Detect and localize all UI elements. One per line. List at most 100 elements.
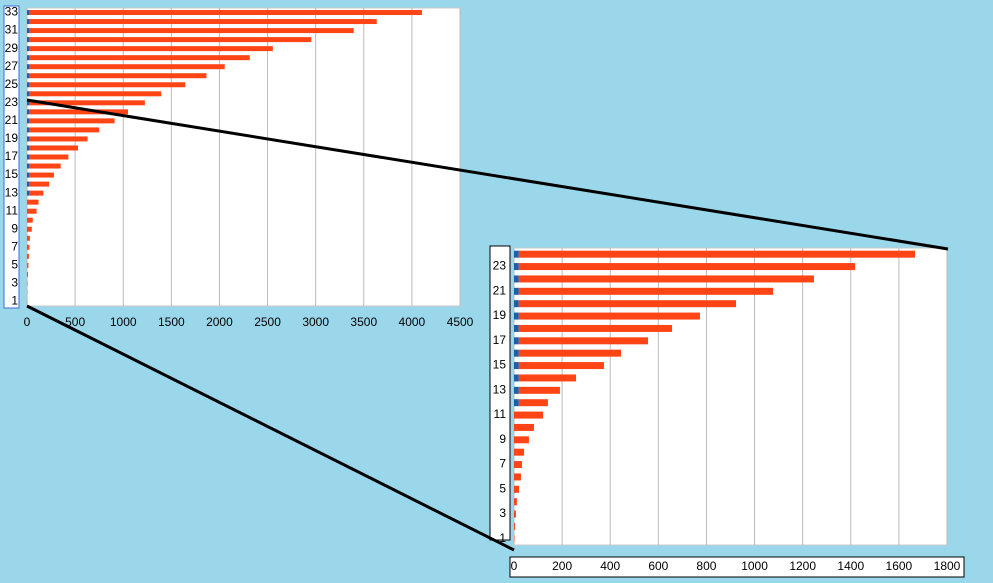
y-tick-label: 15 <box>5 167 19 181</box>
bar-segment <box>27 271 28 277</box>
x-tick-label: 0 <box>24 315 31 329</box>
bar-segment <box>29 154 69 160</box>
bar-segment <box>27 100 30 106</box>
x-tick-label: 1200 <box>789 559 816 573</box>
bar-segment <box>514 337 519 345</box>
y-tick-label: 3 <box>499 506 506 520</box>
bar-segment <box>29 145 78 151</box>
bar-segment <box>27 190 30 196</box>
bar-segment <box>29 190 44 196</box>
x-tick-label: 1500 <box>158 315 185 329</box>
bar-segment <box>29 19 377 25</box>
bar-segment <box>518 349 622 357</box>
y-tick-label: 31 <box>5 23 19 37</box>
bar-segment <box>27 37 30 43</box>
bar-segment <box>27 262 29 268</box>
bar-segment <box>514 522 515 530</box>
x-tick-label: 1800 <box>934 559 961 573</box>
bar-segment <box>27 217 33 223</box>
x-tick-label: 2000 <box>206 315 233 329</box>
bar-segment <box>27 10 30 16</box>
bar-segment <box>514 423 534 431</box>
bar-segment <box>27 55 30 61</box>
bar-segment <box>27 235 30 241</box>
bar-segment <box>27 163 30 169</box>
y-tick-label: 19 <box>5 131 19 145</box>
x-tick-label: 0 <box>511 559 518 573</box>
y-tick-label: 25 <box>5 77 19 91</box>
bar-segment <box>29 163 61 169</box>
bar-segment <box>514 324 519 332</box>
bar-segment <box>27 82 30 88</box>
bar-segment <box>29 127 100 133</box>
bar-segment <box>514 362 519 370</box>
bar-segment <box>27 19 30 25</box>
bar-segment <box>514 312 519 320</box>
bar-segment <box>514 263 519 271</box>
y-tick-label: 17 <box>5 149 19 163</box>
x-tick-label: 3500 <box>350 315 377 329</box>
bar-segment <box>514 300 519 308</box>
bar-segment <box>27 226 32 232</box>
bar-segment <box>29 172 54 178</box>
bar-segment <box>514 485 520 493</box>
x-tick-label: 600 <box>648 559 668 573</box>
zoom-value-axis-box <box>509 556 965 578</box>
bar-segment <box>518 337 648 345</box>
x-tick-label: 400 <box>600 559 620 573</box>
bar-segment <box>29 82 186 88</box>
bar-segment <box>514 461 522 469</box>
x-tick-label: 500 <box>65 315 85 329</box>
category-axis-box <box>3 5 20 309</box>
bar-segment <box>29 181 50 187</box>
bar-segment <box>27 145 30 151</box>
y-tick-label: 29 <box>5 41 19 55</box>
x-tick-label: 1400 <box>837 559 864 573</box>
y-tick-label: 3 <box>11 276 18 290</box>
y-tick-label: 33 <box>5 5 19 19</box>
bar-segment <box>518 275 814 283</box>
bar-segment <box>27 136 30 142</box>
bar-segment <box>514 250 519 258</box>
bar-segment <box>29 28 354 34</box>
y-tick-label: 9 <box>11 221 18 235</box>
bar-segment <box>27 181 30 187</box>
x-tick-label: 4000 <box>399 315 426 329</box>
zoom-category-axis-box <box>489 245 511 541</box>
y-tick-label: 23 <box>5 95 19 109</box>
y-tick-label: 21 <box>5 113 19 127</box>
bar-segment <box>27 64 30 70</box>
plot-area <box>26 7 461 307</box>
bar-segment <box>518 312 700 320</box>
bar-segment <box>514 374 519 382</box>
y-tick-label: 11 <box>494 407 507 421</box>
bar-segment <box>514 349 519 357</box>
bar-segment <box>27 199 39 205</box>
bar-segment <box>518 399 548 407</box>
zoom-connector <box>26 98 949 251</box>
y-tick-label: 11 <box>6 203 19 217</box>
bar-segment <box>27 253 29 259</box>
bar-segment <box>518 263 856 271</box>
y-tick-label: 17 <box>493 333 507 347</box>
bar-segment <box>514 510 516 518</box>
y-tick-label: 23 <box>493 259 507 273</box>
x-tick-label: 800 <box>696 559 716 573</box>
bar-segment <box>27 172 30 178</box>
x-tick-label: 1000 <box>110 315 137 329</box>
bar-segment <box>514 473 521 481</box>
bar-segment <box>514 436 529 444</box>
bar-segment <box>518 250 916 258</box>
y-tick-label: 5 <box>11 258 18 272</box>
zoom-plot-area <box>513 247 948 546</box>
bar-segment <box>29 91 162 97</box>
bar-segment <box>518 287 774 295</box>
bar-segment <box>29 46 273 52</box>
bar-segment <box>27 91 30 97</box>
bar-segment <box>514 287 519 295</box>
bar-segment <box>29 37 312 43</box>
bar-segment <box>29 10 422 16</box>
bar-segment <box>27 73 30 79</box>
bar-segment <box>514 386 519 394</box>
